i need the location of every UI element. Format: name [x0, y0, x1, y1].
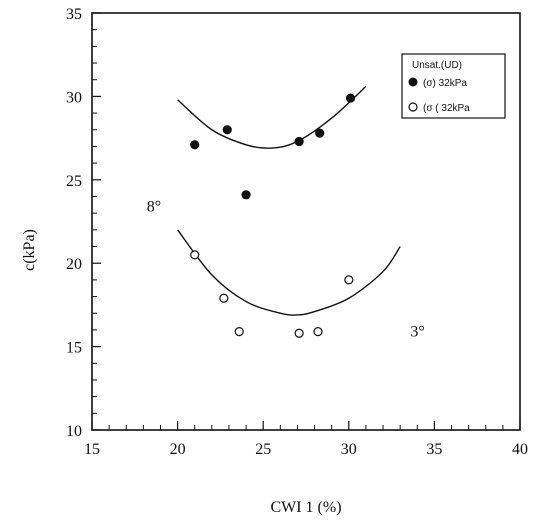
x-tick-label: 15 [84, 441, 100, 458]
annotations: 8° 3° [147, 198, 425, 340]
legend-marker-open-circle [408, 102, 418, 112]
data-points [190, 93, 356, 338]
legend-box [401, 53, 506, 119]
y-tick-label: 25 [66, 173, 82, 190]
data-point-filled [241, 190, 251, 200]
annotation-label: 8° [147, 198, 161, 215]
y-axis-title: c(kPa) [21, 229, 38, 271]
data-point-open [344, 275, 354, 285]
x-tick-label: 35 [426, 441, 442, 458]
trend-curve-series-1 [177, 85, 367, 149]
legend-title: Unsat.(UD) [412, 60, 462, 71]
x-tick-label: 20 [170, 441, 186, 458]
annotation-label: 3° [410, 324, 424, 341]
data-point-open [234, 326, 244, 337]
y-tick-label: 20 [66, 256, 82, 273]
plot-frame [91, 12, 521, 431]
data-point-filled [222, 125, 232, 135]
data-point-filled [345, 93, 356, 103]
x-tick-label: 30 [341, 441, 357, 458]
x-tick-label: 25 [255, 441, 271, 458]
y-tick-label: 15 [66, 340, 82, 357]
y-tick-label: 10 [66, 423, 82, 440]
data-point-open [219, 293, 229, 303]
data-point-filled [315, 128, 325, 138]
data-point-filled [294, 136, 304, 147]
data-point-open [190, 250, 200, 260]
y-tick-label: 35 [66, 6, 82, 23]
y-tick-label: 30 [66, 89, 82, 106]
x-axis-title: CWI 1 (%) [270, 499, 341, 516]
legend-marker-filled-circle [408, 77, 418, 87]
data-point-open [313, 326, 323, 337]
data-point-filled [190, 140, 200, 150]
legend-label-series-2: (σ ( 32kPa [423, 103, 470, 114]
x-tick-label: 40 [512, 441, 528, 458]
trend-curves [177, 85, 401, 316]
trend-curve-series-2 [177, 229, 401, 316]
legend-label-series-1: (σ) 32kPa [423, 78, 467, 89]
data-point-open [294, 328, 304, 338]
legend: Unsat.(UD) (σ) 32kPa (σ ( 32kPa [401, 53, 506, 119]
